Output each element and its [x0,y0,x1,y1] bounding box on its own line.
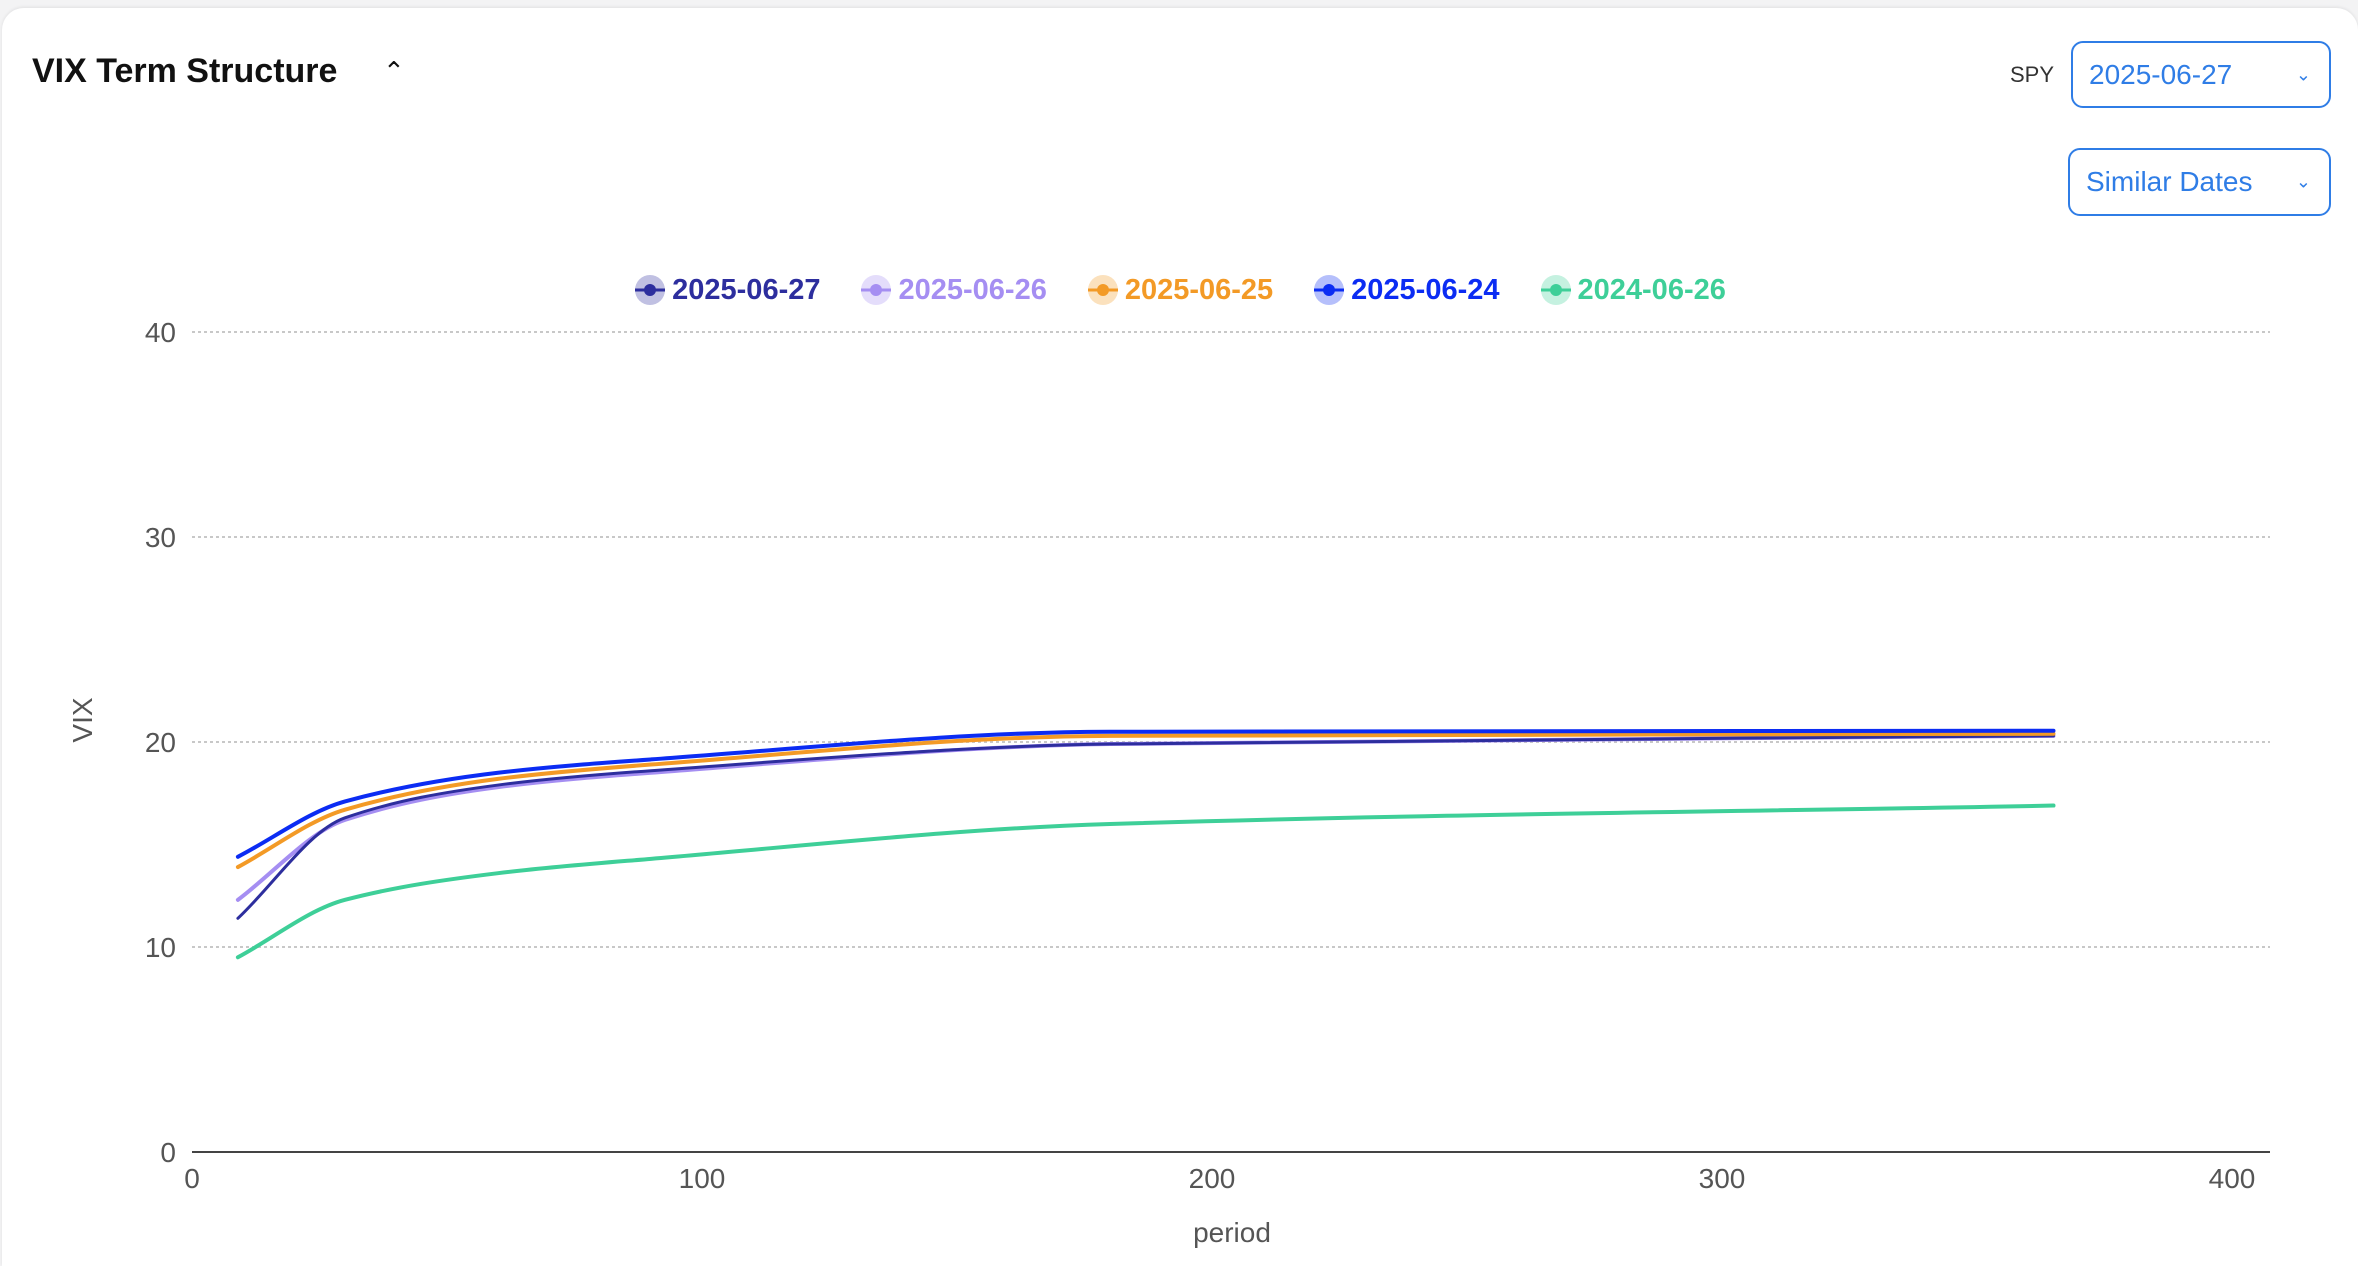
legend-label: 2024-06-26 [1577,273,1726,306]
chart-legend: 2025-06-27 2025-06-26 2025-06-25 2025-06-24… [0,272,2358,308]
legend-item[interactable]: 2025-06-26 [858,272,1047,308]
legend-label: 2025-06-25 [1124,273,1274,306]
y-tick-label: 30 [145,522,176,553]
series-line-2025-06-26 [235,733,2056,902]
legend-label: 2025-06-26 [898,273,1047,306]
y-tick-label: 10 [145,932,176,963]
legend-item[interactable]: 2025-06-27 [632,272,820,308]
chevron-down-icon: ⌄ [2295,171,2311,192]
y-axis-label: VIX [67,697,98,742]
legend-marker-icon [1540,275,1571,305]
legend-marker-icon [635,275,666,305]
page-title: VIX Term Structure [32,52,338,90]
legend-marker-icon [1087,275,1118,305]
series-line-2025-06-25 [235,731,2056,870]
legend-item[interactable]: 2025-06-24 [1311,272,1500,308]
legend-item[interactable]: 2024-06-26 [1538,272,1726,308]
date-select[interactable]: 2025-06-27 ⌄ [2071,41,2331,108]
legend-label: 2025-06-24 [1351,273,1500,306]
symbol-label: SPY [2010,62,2055,87]
series-line-2024-06-26 [235,803,2056,960]
chevron-down-icon: ⌄ [2295,64,2311,84]
legend-marker-icon [1314,275,1345,305]
x-axis-label: period [1193,1217,1271,1248]
legend-item[interactable]: 2025-06-25 [1085,272,1273,308]
y-tick-label: 20 [145,727,176,758]
x-tick-label: 0 [184,1163,200,1194]
legend-label: 2025-06-27 [672,273,821,306]
date-select-value: 2025-06-27 [2089,58,2233,90]
y-tick-label: 0 [160,1137,176,1168]
legend-marker-icon [861,275,892,305]
chart-card [2,8,2358,1266]
series-line-2025-06-27 [236,734,2055,920]
x-tick-label: 300 [1699,1163,1746,1194]
x-tick-label: 400 [2209,1163,2256,1194]
comparison-mode-select[interactable]: Similar Dates ⌄ [2068,148,2331,216]
x-tick-label: 100 [679,1163,726,1194]
y-tick-label: 40 [145,317,176,348]
comparison-mode-value: Similar Dates [2086,166,2253,197]
chevron-up-icon[interactable]: ⌃ [383,56,405,86]
series-line-2025-06-24 [235,728,2056,859]
x-tick-label: 200 [1189,1163,1236,1194]
